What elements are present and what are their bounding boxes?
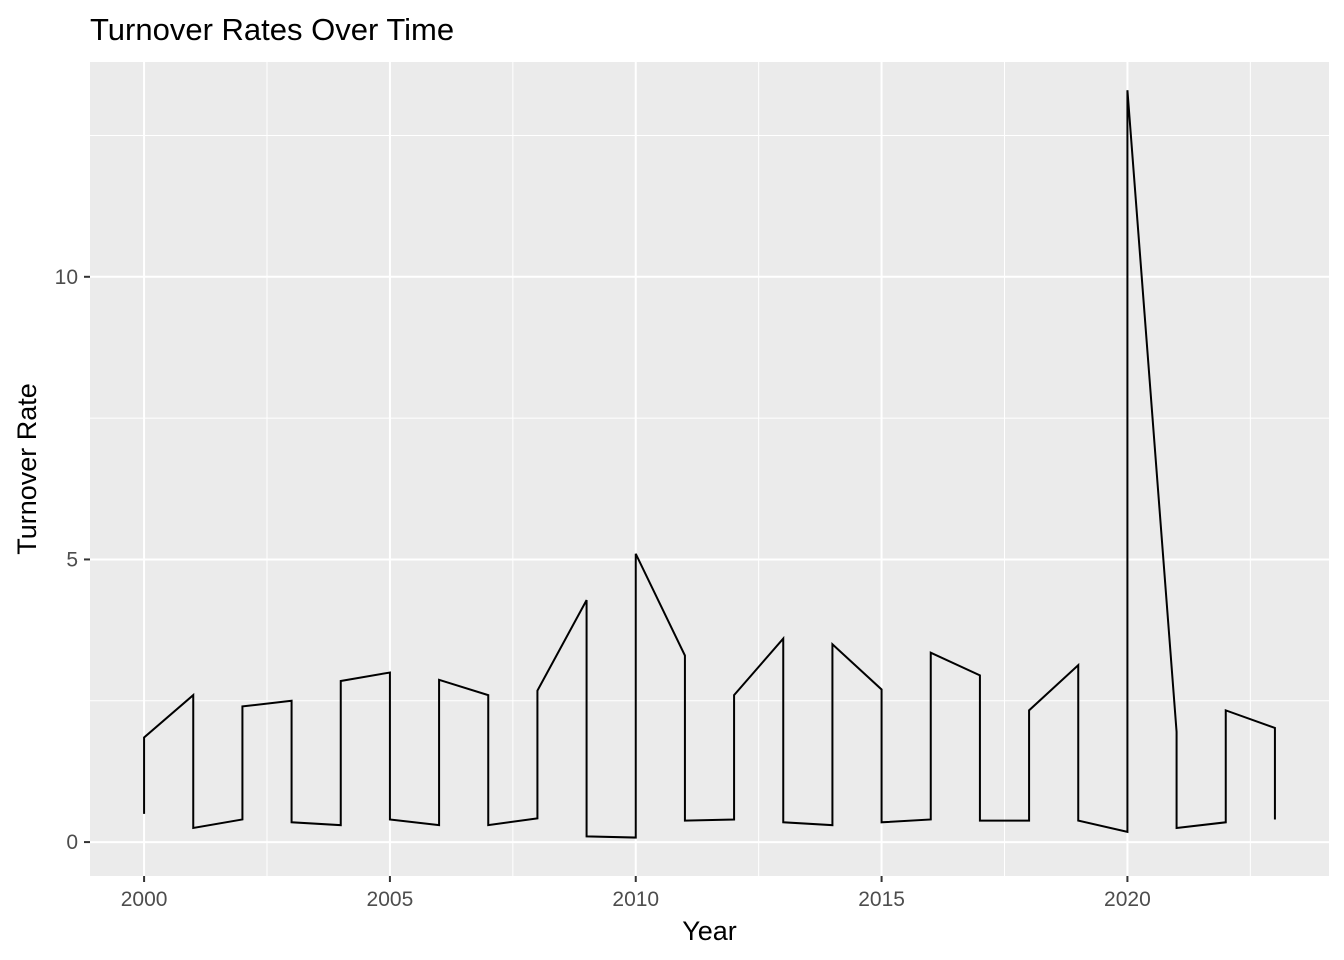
grid-minor [90, 62, 1329, 876]
y-axis-title: Turnover Rate [12, 383, 42, 555]
y-tick-label: 5 [66, 548, 78, 571]
y-tick-label: 10 [55, 266, 78, 289]
x-tick-label: 2010 [612, 888, 659, 911]
chart-title: Turnover Rates Over Time [90, 12, 454, 47]
plot-panel [90, 62, 1329, 876]
x-axis-title: Year [682, 916, 737, 946]
x-tick-label: 2020 [1104, 888, 1151, 911]
y-axis-ticks: 0 5 10 [55, 266, 90, 854]
x-tick-label: 2015 [858, 888, 905, 911]
x-tick-label: 2000 [121, 888, 168, 911]
x-tick-label: 2005 [367, 888, 414, 911]
y-tick-label: 0 [66, 831, 78, 854]
series-line-turnover-rate [143, 90, 1276, 839]
x-axis-ticks: 2000 2005 2010 2015 2020 [121, 876, 1151, 911]
